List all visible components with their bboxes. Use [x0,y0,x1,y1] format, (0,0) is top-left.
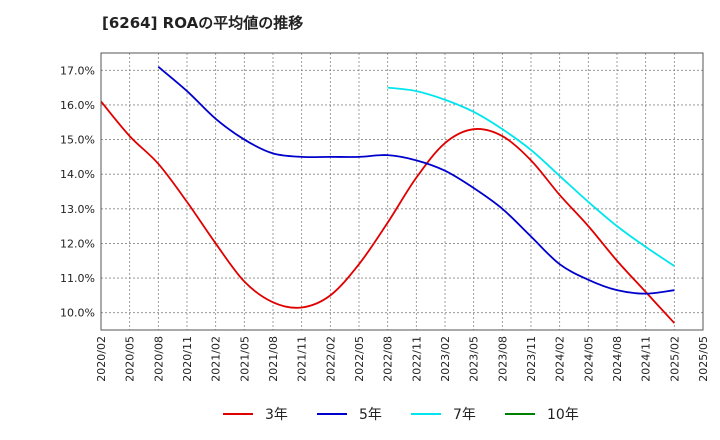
y-tick-label: 13.0% [60,203,95,216]
y-tick-label: 16.0% [60,99,95,112]
y-tick-label: 17.0% [60,64,95,77]
series-line-1 [157,66,675,295]
x-tick-label: 2022/02 [324,336,337,382]
y-axis-ticks: 10.0% 11.0% 12.0% 13.0% 14.0% 15.0% 16.0% 17.0% [60,64,95,319]
x-tick-label: 2022/11 [410,336,423,382]
x-tick-label: 2021/02 [210,336,223,382]
x-tick-label: 2021/05 [238,336,251,382]
legend-label-2: 7年 [453,407,476,423]
series-layer [100,66,675,324]
plot-frame [100,52,704,331]
y-tick-label: 12.0% [60,237,95,250]
x-tick-label: 2024/02 [554,336,567,382]
x-tick-label: 2023/05 [468,336,481,382]
x-tick-label: 2021/11 [296,336,309,382]
x-tick-label: 2020/02 [95,336,108,382]
x-tick-label: 2025/02 [668,336,681,382]
x-tick-label: 2022/08 [382,336,395,382]
x-tick-label: 2020/08 [152,336,165,382]
x-tick-label: 2020/11 [181,336,194,382]
x-tick-label: 2024/11 [640,336,653,382]
y-tick-label: 15.0% [60,134,95,147]
x-tick-label: 2022/05 [353,336,366,382]
chart-title: [6264] ROAの平均値の推移 [102,14,304,32]
x-tick-label: 2023/08 [496,336,509,382]
series-line-2 [387,86,675,267]
legend-label-1: 5年 [359,407,382,423]
legend-label-3: 10年 [547,407,579,423]
x-tick-label: 2024/08 [611,336,624,382]
x-tick-label: 2025/05 [697,336,710,382]
y-tick-label: 10.0% [60,307,95,320]
y-tick-label: 11.0% [60,272,95,285]
x-tick-label: 2020/05 [124,336,137,382]
legend: 3年 5年 7年 10年 [223,407,579,423]
x-tick-label: 2023/02 [439,336,452,382]
x-tick-label: 2021/08 [267,336,280,382]
series-line-0 [100,100,675,324]
legend-label-0: 3年 [265,407,288,423]
x-axis-ticks: 2020/02 2020/05 2020/08 2020/11 2021/02 2021/… [95,336,710,382]
y-tick-label: 14.0% [60,168,95,181]
x-tick-label: 2024/05 [582,336,595,382]
x-tick-label: 2023/11 [525,336,538,382]
